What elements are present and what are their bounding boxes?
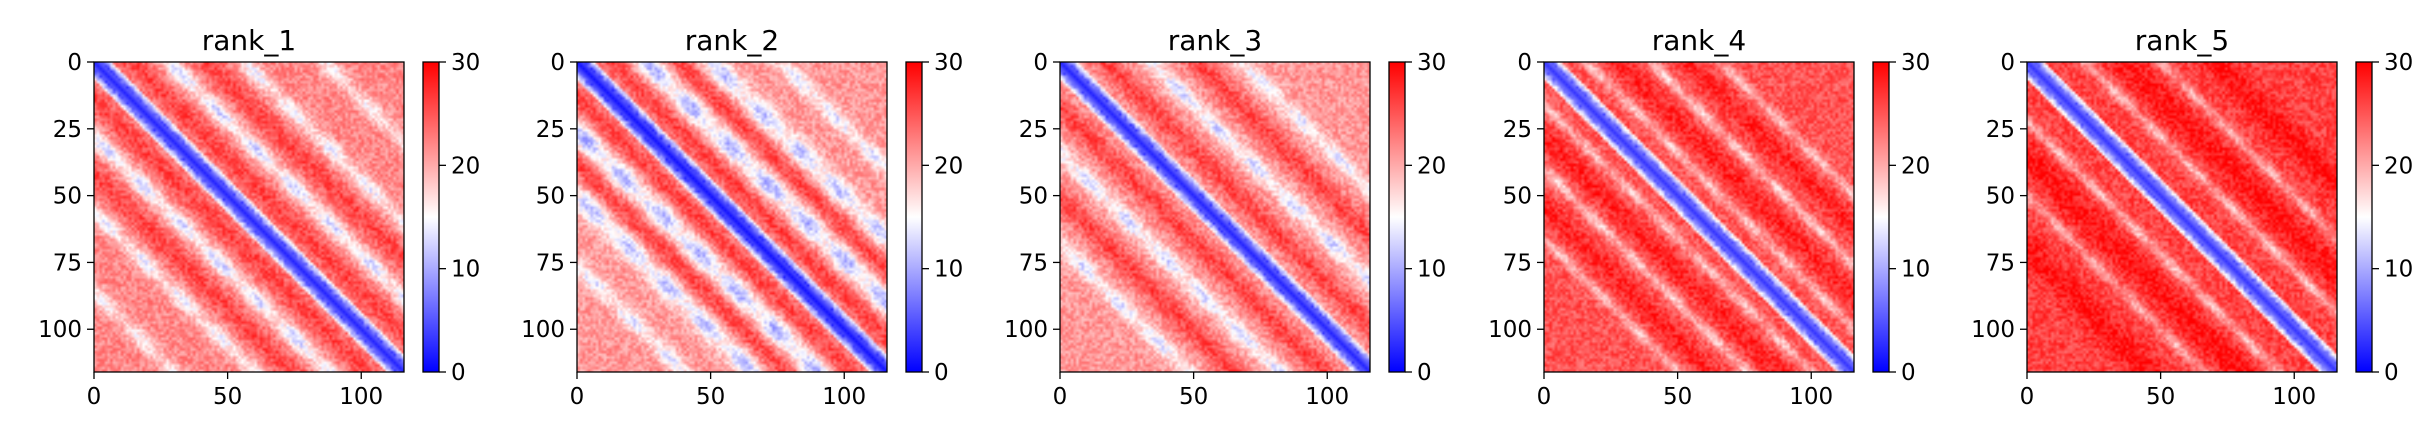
x-tick-label: 100 bbox=[822, 384, 866, 410]
y-tick-label: 50 bbox=[1986, 184, 2015, 210]
y-tick-label: 75 bbox=[1986, 250, 2015, 276]
y-tick-label: 50 bbox=[536, 184, 565, 210]
x-tick-label: 0 bbox=[2020, 384, 2035, 410]
heatmap-panel-3: rank_3 0 50 100 0 25 50 75 100 0 10 20 30 bbox=[1004, 24, 1446, 410]
colorbar-tick-label: 10 bbox=[1417, 257, 1446, 283]
colorbar-tick-label: 0 bbox=[451, 360, 466, 386]
colorbar-tick-label: 30 bbox=[1901, 50, 1930, 76]
heatmap-image bbox=[1060, 62, 1370, 372]
y-tick-label: 75 bbox=[1503, 250, 1532, 276]
colorbar-frame bbox=[422, 61, 440, 373]
heatmap-image bbox=[1544, 62, 1854, 372]
y-tick-label: 100 bbox=[1488, 317, 1532, 343]
colorbar-tick-label: 0 bbox=[1417, 360, 1432, 386]
heatmap-image bbox=[577, 62, 887, 372]
panel-title: rank_1 bbox=[202, 24, 296, 57]
colorbar bbox=[1873, 62, 1889, 372]
y-tick-label: 50 bbox=[1503, 184, 1532, 210]
y-tick-label: 25 bbox=[1503, 117, 1532, 143]
panel-title: rank_3 bbox=[1168, 24, 1262, 57]
colorbar-tick-label: 10 bbox=[451, 257, 480, 283]
axes-frame bbox=[2026, 61, 2338, 373]
colorbar-tick-label: 0 bbox=[1901, 360, 1916, 386]
x-tick-label: 100 bbox=[339, 384, 383, 410]
x-tick-label: 0 bbox=[1053, 384, 1068, 410]
axes-frame bbox=[576, 61, 888, 373]
y-tick-label: 0 bbox=[1517, 50, 1532, 76]
heatmap-image bbox=[94, 62, 404, 372]
x-tick-label: 50 bbox=[1179, 384, 1208, 410]
colorbar bbox=[1389, 62, 1405, 372]
y-tick-label: 75 bbox=[53, 250, 82, 276]
x-tick-label: 100 bbox=[1305, 384, 1349, 410]
colorbar-tick-label: 20 bbox=[1901, 153, 1930, 179]
colorbar-tick-label: 30 bbox=[2384, 50, 2413, 76]
colorbar-tick-label: 20 bbox=[451, 153, 480, 179]
colorbar-tick-label: 0 bbox=[2384, 360, 2399, 386]
colorbar-tick-label: 30 bbox=[934, 50, 963, 76]
y-tick-label: 50 bbox=[53, 184, 82, 210]
axes-frame bbox=[93, 61, 405, 373]
colorbar-tick-label: 20 bbox=[934, 153, 963, 179]
colorbar-tick-label: 30 bbox=[451, 50, 480, 76]
heatmap-panel-1: rank_1 0 50 100 0 25 50 75 100 0 10 20 30 bbox=[38, 24, 480, 410]
colorbar-frame bbox=[1388, 61, 1406, 373]
panel-title: rank_5 bbox=[2135, 24, 2229, 57]
panel-title: rank_2 bbox=[685, 24, 779, 57]
x-tick-label: 50 bbox=[2146, 384, 2175, 410]
x-tick-label: 100 bbox=[2272, 384, 2316, 410]
y-tick-label: 25 bbox=[1019, 117, 1048, 143]
colorbar bbox=[423, 62, 439, 372]
axes-frame bbox=[1543, 61, 1855, 373]
heatmap-panel-5: rank_5 0 50 100 0 25 50 75 100 0 10 20 30 bbox=[1971, 24, 2413, 410]
axes-frame bbox=[1059, 61, 1371, 373]
y-tick-label: 100 bbox=[521, 317, 565, 343]
y-tick-label: 75 bbox=[536, 250, 565, 276]
y-tick-label: 100 bbox=[1971, 317, 2015, 343]
y-tick-label: 25 bbox=[536, 117, 565, 143]
colorbar-frame bbox=[905, 61, 923, 373]
colorbar bbox=[2356, 62, 2372, 372]
y-tick-label: 0 bbox=[1033, 50, 1048, 76]
colorbar-frame bbox=[2355, 61, 2373, 373]
x-tick-label: 0 bbox=[87, 384, 102, 410]
colorbar-tick-label: 10 bbox=[1901, 257, 1930, 283]
x-tick-label: 100 bbox=[1789, 384, 1833, 410]
x-tick-label: 50 bbox=[696, 384, 725, 410]
x-tick-label: 0 bbox=[1537, 384, 1552, 410]
y-tick-label: 0 bbox=[550, 50, 565, 76]
colorbar-frame bbox=[1872, 61, 1890, 373]
y-tick-label: 0 bbox=[67, 50, 82, 76]
colorbar-tick-label: 10 bbox=[934, 257, 963, 283]
heatmap-panel-2: rank_2 0 50 100 0 25 50 75 100 0 10 20 30 bbox=[521, 24, 963, 410]
y-tick-label: 100 bbox=[38, 317, 82, 343]
x-tick-label: 50 bbox=[213, 384, 242, 410]
y-tick-label: 100 bbox=[1004, 317, 1048, 343]
panel-title: rank_4 bbox=[1652, 24, 1746, 57]
colorbar-tick-label: 30 bbox=[1417, 50, 1446, 76]
x-tick-label: 0 bbox=[570, 384, 585, 410]
colorbar-tick-label: 20 bbox=[2384, 153, 2413, 179]
y-tick-label: 50 bbox=[1019, 184, 1048, 210]
y-tick-label: 25 bbox=[53, 117, 82, 143]
y-tick-label: 25 bbox=[1986, 117, 2015, 143]
y-tick-label: 0 bbox=[2000, 50, 2015, 76]
colorbar-tick-label: 20 bbox=[1417, 153, 1446, 179]
colorbar bbox=[906, 62, 922, 372]
colorbar-tick-label: 10 bbox=[2384, 257, 2413, 283]
x-tick-label: 50 bbox=[1663, 384, 1692, 410]
heatmap-image bbox=[2027, 62, 2337, 372]
colorbar-tick-label: 0 bbox=[934, 360, 949, 386]
heatmap-panel-4: rank_4 0 50 100 0 25 50 75 100 0 10 20 30 bbox=[1488, 24, 1930, 410]
y-tick-label: 75 bbox=[1019, 250, 1048, 276]
